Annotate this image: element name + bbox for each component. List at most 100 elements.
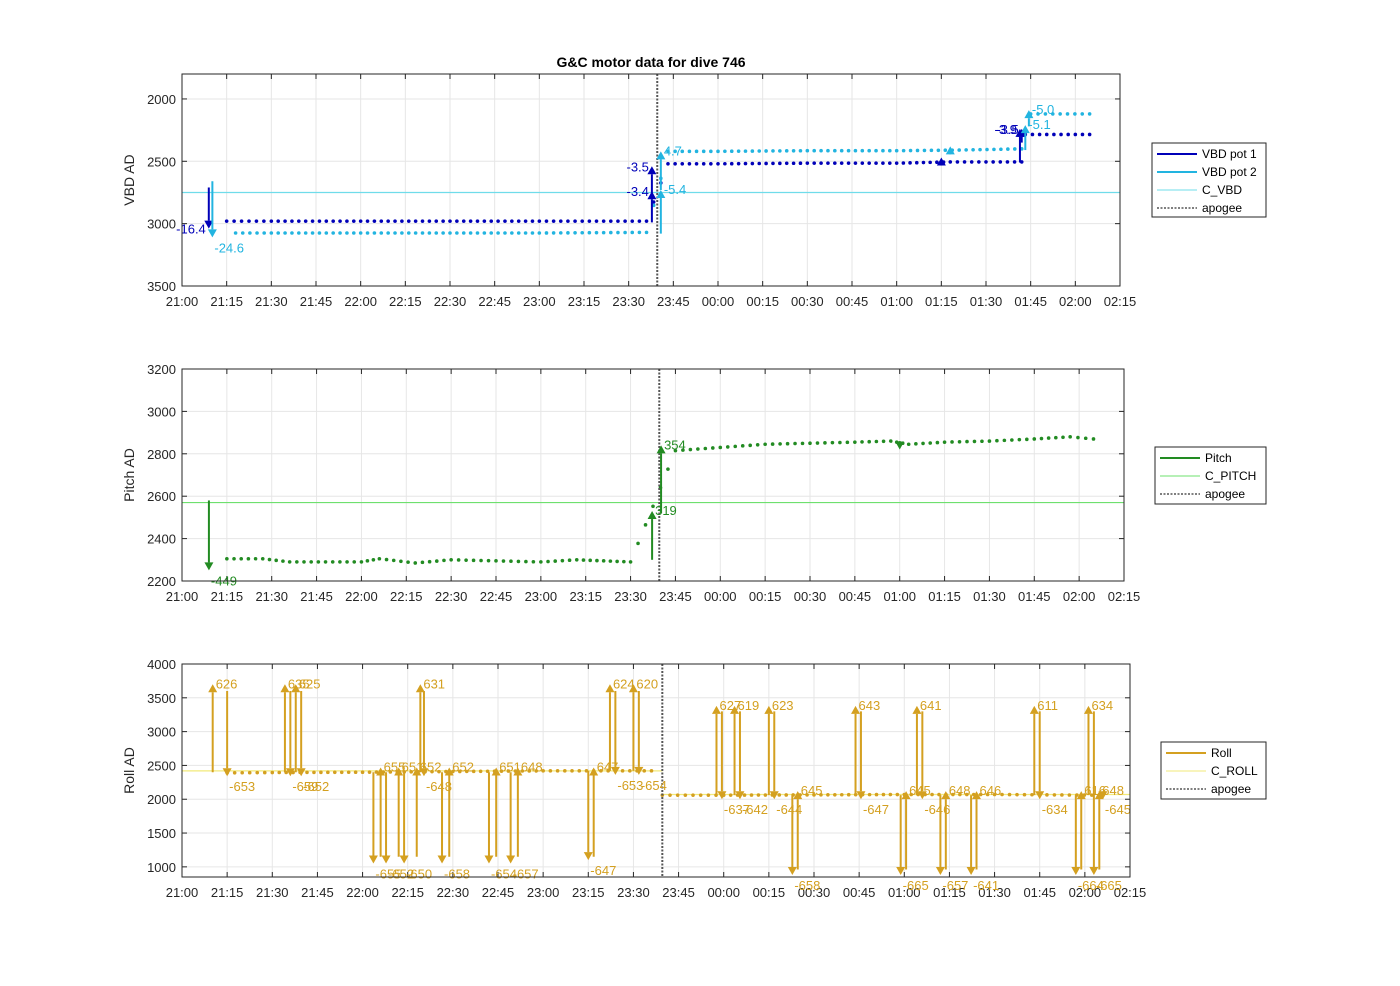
series-point [901,161,906,165]
series-point [400,219,404,223]
series-point [771,149,775,153]
series-point [297,219,301,223]
series-point [310,231,315,235]
arrow-head [628,684,638,693]
series-point [351,219,356,223]
series-point [372,219,377,223]
x-tick-label: 22:15 [389,294,422,309]
arrow-label: 611 [1037,698,1058,713]
series-point [601,230,606,235]
arrow-head [793,791,803,800]
arrow-head [634,766,644,775]
series-point [358,231,363,235]
series-point [455,219,459,223]
x-tick-label: 23:15 [568,294,601,309]
series-point [461,219,466,223]
series-point [580,230,585,235]
series-point [908,161,912,165]
series-point [581,558,586,562]
x-tick-label: 22:15 [390,589,423,604]
series-point [846,148,851,153]
series-point [642,769,647,773]
series-point [530,231,535,235]
series-point [980,439,984,444]
series-point [750,161,755,166]
series-point [666,161,670,166]
series-point [1091,437,1096,441]
series-point [964,148,968,152]
series-point [482,231,487,235]
arrow-label: -3.5 [996,122,1018,137]
series-point [909,792,914,797]
series-point [971,147,975,152]
series-point [687,161,692,166]
arrow-label: 651 [499,759,521,774]
series-point [1005,160,1010,164]
arrow-label: -644 [776,802,802,817]
series-point [1046,436,1051,440]
series-point [270,770,275,775]
series-point [503,219,507,223]
arrow-head [285,768,295,777]
series-point [860,440,864,444]
series-point [805,148,810,153]
series-point [464,769,469,774]
panels: 21:00 21:15 21:30 21:45 22:00 22:15 22:30 22:45… [121,73,1267,900]
x-tick-label: 01:00 [880,294,913,309]
series-point [240,231,245,235]
series-point [955,160,960,164]
x-tick-label: 21:30 [255,294,288,309]
series-point [267,557,272,562]
series-point [262,219,266,223]
x-tick-label: 21:30 [256,885,289,900]
series-point [649,769,654,773]
series-point [881,792,886,797]
series-point [616,219,620,223]
arrow-label: -659 [292,779,318,794]
series-point [577,769,582,773]
x-tick-label: 02:00 [1063,589,1096,604]
series-point [506,769,511,773]
series-point [823,441,827,445]
series-point [1045,793,1049,797]
series-point [756,793,761,797]
series-point [819,148,823,153]
series-point [845,440,850,445]
arrow-head [711,705,721,714]
x-tick-label: 23:30 [612,294,645,309]
series-point [323,560,328,564]
arrow-head [1089,866,1099,875]
x-tick-label: 23:30 [614,589,647,604]
arrow-label: -665 [1096,878,1122,893]
series-point [995,438,999,443]
series-point [274,558,279,563]
series-point [269,219,274,223]
series-point [1043,112,1048,116]
series-point [494,559,498,563]
series-point [1012,160,1017,164]
series-point [501,559,506,563]
x-tick-label: 01:30 [970,294,1003,309]
series-point [867,439,872,444]
arrow-head [647,166,657,175]
series-point [516,559,521,564]
x-tick-label: 02:15 [1104,294,1137,309]
series-point [683,793,688,797]
arrow-head [730,705,740,714]
axes-box [181,73,1121,287]
arrow-head [1071,866,1081,875]
series-point [881,439,886,444]
series-point [427,231,432,235]
series-point [616,230,620,235]
series-point [441,219,445,223]
series-point [874,148,878,153]
series-point [290,231,294,235]
x-tick-label: 21:00 [166,294,199,309]
series-point [651,504,655,509]
legend-entry: apogee [1211,782,1251,796]
series-point [570,769,574,773]
series-point [448,219,452,223]
series-point [680,161,685,166]
series-point [853,440,857,444]
series-point [546,559,550,564]
